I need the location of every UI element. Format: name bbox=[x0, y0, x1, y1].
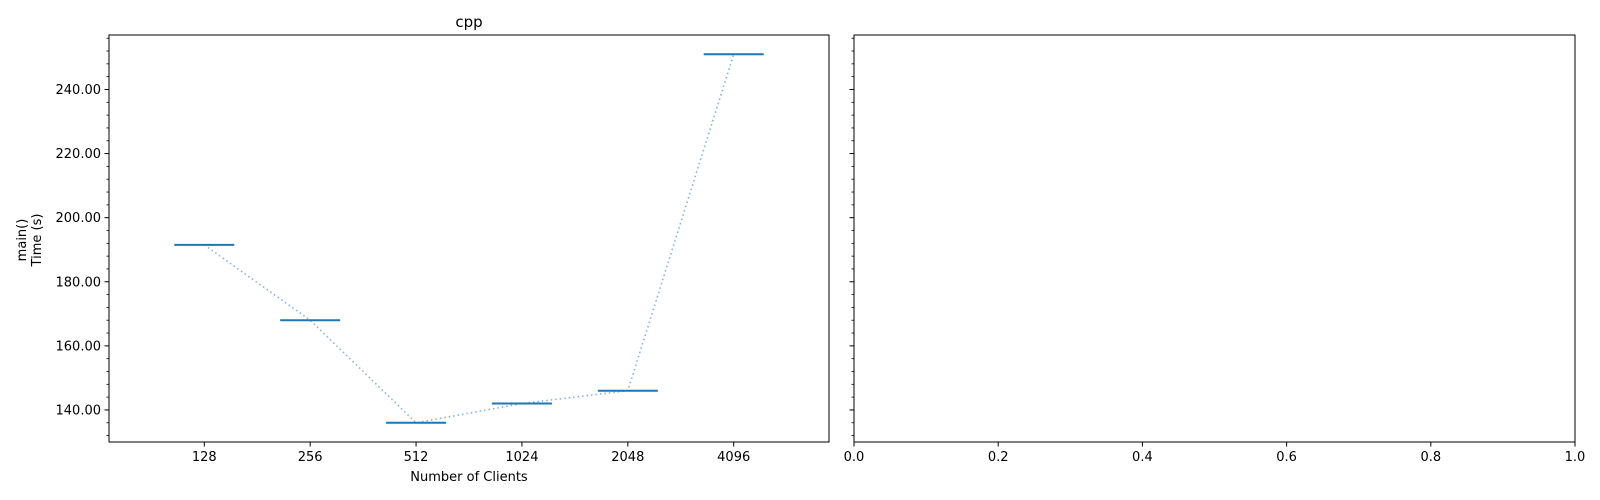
x-tick-label: 0.0 bbox=[844, 450, 865, 465]
y-tick-label: 240.00 bbox=[56, 83, 102, 98]
x-tick-label: 2048 bbox=[611, 450, 644, 465]
y-axis-label-line2: Time (s) bbox=[30, 214, 45, 268]
x-tick-label: 512 bbox=[404, 450, 429, 465]
right-axes-frame bbox=[853, 34, 1576, 443]
y-tick-label: 160.00 bbox=[56, 339, 102, 354]
y-tick-label: 140.00 bbox=[56, 403, 102, 418]
y-axis-label-line1: main() bbox=[15, 219, 30, 262]
x-tick-label: 0.4 bbox=[1132, 450, 1153, 465]
x-axis-label: Number of Clients bbox=[410, 470, 528, 485]
x-tick-label: 1024 bbox=[505, 450, 538, 465]
empty-chart-panel: 0.0 0.2 0.4 0.6 0.8 1.0 bbox=[844, 34, 1586, 465]
x-tick-label: 0.2 bbox=[988, 450, 1009, 465]
left-x-axis: 128 256 512 1024 2048 4096 bbox=[192, 442, 750, 465]
cpp-chart-panel: cpp 140.00 160.00 180.00 200.00 220.00 240.00… bbox=[15, 13, 830, 485]
chart-title: cpp bbox=[455, 13, 482, 31]
x-tick-label: 0.6 bbox=[1276, 450, 1297, 465]
x-tick-label: 0.8 bbox=[1420, 450, 1441, 465]
x-tick-label: 4096 bbox=[717, 450, 750, 465]
right-y-axis bbox=[849, 37, 854, 436]
x-tick-label: 128 bbox=[192, 450, 217, 465]
left-axes-frame bbox=[108, 34, 830, 443]
y-tick-label: 200.00 bbox=[56, 211, 102, 226]
y-tick-label: 220.00 bbox=[56, 147, 102, 162]
left-y-axis: 140.00 160.00 180.00 200.00 220.00 240.00 bbox=[56, 37, 109, 436]
right-x-axis: 0.0 0.2 0.4 0.6 0.8 1.0 bbox=[844, 442, 1586, 465]
trend-line bbox=[203, 53, 735, 424]
left-plot-area bbox=[174, 53, 764, 424]
x-tick-label: 256 bbox=[298, 450, 323, 465]
x-tick-label: 1.0 bbox=[1565, 450, 1586, 465]
y-tick-label: 180.00 bbox=[56, 275, 102, 290]
